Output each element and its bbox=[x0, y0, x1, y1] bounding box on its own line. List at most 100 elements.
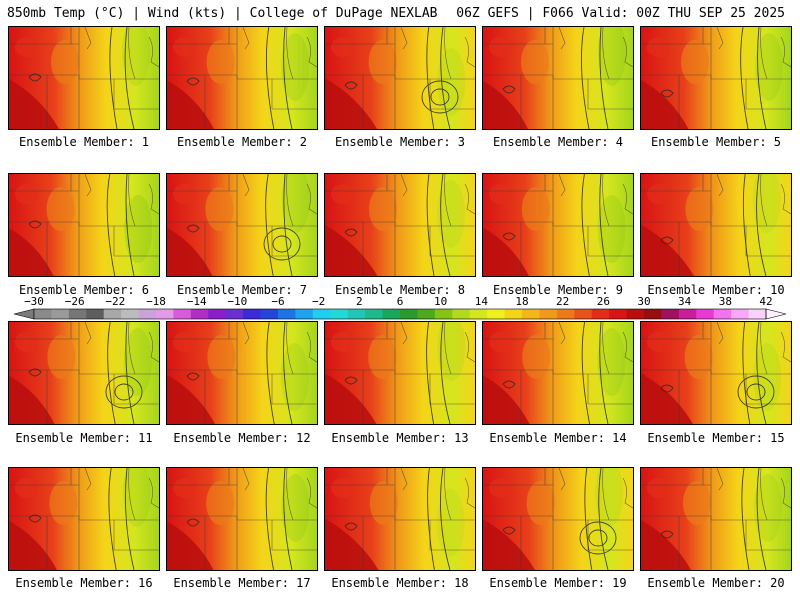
ensemble-member-label: Ensemble Member: 14 bbox=[489, 431, 627, 445]
color-scale-tick-label: 6 bbox=[396, 295, 404, 308]
ensemble-member-map bbox=[482, 321, 634, 425]
temperature-map bbox=[167, 468, 317, 570]
temperature-map bbox=[9, 322, 159, 424]
ensemble-member-map bbox=[8, 321, 160, 425]
color-swatch bbox=[51, 309, 70, 319]
temperature-map bbox=[641, 322, 791, 424]
color-swatch bbox=[678, 309, 697, 319]
ensemble-member-map bbox=[482, 173, 634, 277]
color-swatch bbox=[574, 309, 593, 319]
color-swatch bbox=[34, 309, 52, 319]
ensemble-member-map bbox=[166, 26, 318, 130]
color-swatch bbox=[86, 309, 105, 319]
temperature-map bbox=[483, 322, 633, 424]
color-scale-tick-label: 14 bbox=[474, 295, 488, 308]
color-scale-tick-label: 18 bbox=[515, 295, 529, 308]
color-scale-tick-label: −10 bbox=[227, 295, 248, 308]
color-swatch bbox=[661, 309, 680, 319]
color-swatch bbox=[382, 309, 401, 319]
color-scale-bar: −30 −26 −22 −18 −14 −10 −6 −2 2 6 10 14 18 22 26 30 34 38… bbox=[0, 294, 800, 324]
color-scale-tick-label: −14 bbox=[186, 295, 207, 308]
temperature-map bbox=[167, 174, 317, 276]
color-swatch bbox=[469, 309, 488, 319]
ensemble-member-label: Ensemble Member: 4 bbox=[492, 135, 624, 149]
ensemble-member-map bbox=[640, 173, 792, 277]
ensemble-member-map bbox=[166, 173, 318, 277]
ensemble-member-label: Ensemble Member: 16 bbox=[15, 576, 153, 590]
temperature-map bbox=[483, 27, 633, 129]
color-swatch bbox=[452, 309, 471, 319]
color-swatch bbox=[173, 309, 192, 319]
color-swatch bbox=[504, 309, 523, 319]
color-scale-tick-label: 26 bbox=[596, 295, 610, 308]
color-scale-tick-label: 34 bbox=[678, 295, 692, 308]
color-scale-tick-label: 22 bbox=[556, 295, 570, 308]
color-scale-tick-label: 38 bbox=[718, 295, 732, 308]
ensemble-member-map bbox=[324, 26, 476, 130]
ensemble-member-map bbox=[166, 321, 318, 425]
color-swatch bbox=[626, 309, 645, 319]
ensemble-member-label: Ensemble Member: 1 bbox=[18, 135, 150, 149]
ensemble-member-map bbox=[324, 467, 476, 571]
ensemble-member-label: Ensemble Member: 7 bbox=[176, 283, 308, 297]
color-swatch bbox=[434, 309, 453, 319]
ensemble-member-map bbox=[8, 467, 160, 571]
ensemble-member-map bbox=[482, 26, 634, 130]
temperature-map bbox=[325, 174, 475, 276]
color-scale-tick-label: 10 bbox=[434, 295, 448, 308]
color-swatch bbox=[278, 309, 296, 319]
temperature-map bbox=[9, 468, 159, 570]
color-swatch bbox=[225, 309, 244, 319]
color-swatch bbox=[696, 309, 715, 319]
ensemble-member-map bbox=[8, 173, 160, 277]
ensemble-member-map bbox=[640, 26, 792, 130]
ensemble-member-map bbox=[166, 467, 318, 571]
color-scale-tick-label: −26 bbox=[64, 295, 85, 308]
color-scale-tick-label: 2 bbox=[356, 295, 363, 308]
temperature-map bbox=[641, 174, 791, 276]
color-scale-tick-label: −18 bbox=[146, 295, 166, 308]
color-swatch bbox=[68, 309, 87, 319]
color-swatch bbox=[556, 309, 575, 319]
ensemble-member-label: Ensemble Member: 8 bbox=[334, 283, 466, 297]
color-swatch bbox=[295, 309, 314, 319]
temperature-map bbox=[9, 27, 159, 129]
ensemble-member-label: Ensemble Member: 18 bbox=[331, 576, 469, 590]
ensemble-member-label: Ensemble Member: 5 bbox=[650, 135, 782, 149]
ensemble-member-label: Ensemble Member: 17 bbox=[173, 576, 311, 590]
color-swatch bbox=[539, 309, 558, 319]
ensemble-member-label: Ensemble Member: 20 bbox=[647, 576, 785, 590]
color-scale-tick-label: 30 bbox=[637, 295, 651, 308]
color-swatch bbox=[400, 309, 418, 319]
ensemble-member-label: Ensemble Member: 15 bbox=[647, 431, 785, 445]
run-valid-time: 06Z GEFS | F066 Valid: 00Z THU SEP 25 20… bbox=[456, 6, 785, 21]
color-swatch bbox=[190, 309, 209, 319]
ensemble-member-label: Ensemble Member: 9 bbox=[492, 283, 624, 297]
ensemble-member-label: Ensemble Member: 11 bbox=[15, 431, 153, 445]
color-swatch bbox=[243, 309, 262, 319]
ensemble-member-label: Ensemble Member: 19 bbox=[489, 576, 627, 590]
ensemble-member-label: Ensemble Member: 13 bbox=[331, 431, 469, 445]
color-swatch bbox=[417, 309, 436, 319]
color-swatch bbox=[138, 309, 157, 319]
ensemble-member-label: Ensemble Member: 10 bbox=[647, 283, 785, 297]
temperature-map bbox=[325, 322, 475, 424]
ensemble-member-map bbox=[324, 173, 476, 277]
color-swatch bbox=[156, 309, 174, 319]
color-scale-tick-label: −2 bbox=[312, 295, 326, 308]
color-swatch bbox=[713, 309, 732, 319]
temperature-map bbox=[483, 468, 633, 570]
color-swatch bbox=[522, 309, 540, 319]
color-scale-tick-label: −22 bbox=[105, 295, 126, 308]
color-swatch bbox=[365, 309, 384, 319]
color-swatch bbox=[312, 309, 331, 319]
ensemble-member-map bbox=[324, 321, 476, 425]
ensemble-member-label: Ensemble Member: 6 bbox=[18, 283, 150, 297]
color-swatch bbox=[260, 309, 279, 319]
color-swatch bbox=[103, 309, 122, 319]
color-scale-swatches bbox=[13, 308, 787, 320]
product-title: 850mb Temp (°C) | Wind (kts) | College o… bbox=[7, 6, 438, 21]
temperature-map bbox=[641, 468, 791, 570]
temperature-map bbox=[483, 174, 633, 276]
color-swatch bbox=[731, 309, 750, 319]
